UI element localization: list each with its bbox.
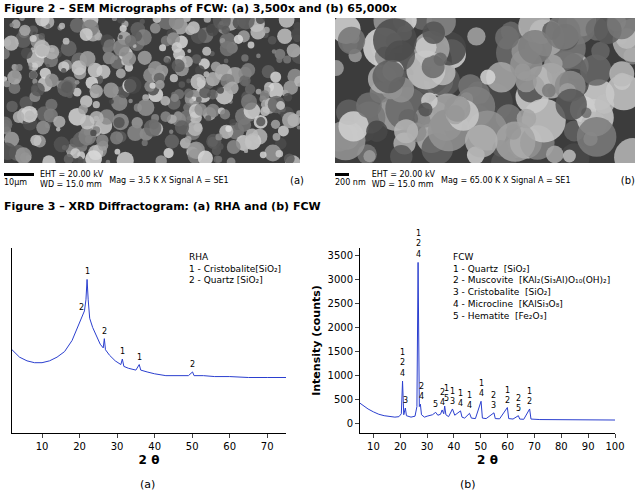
svg-text:70: 70	[261, 441, 274, 452]
svg-text:2 θ: 2 θ	[477, 453, 498, 467]
html-text:(a): (a)	[290, 174, 304, 186]
svg-text:40: 40	[448, 441, 461, 452]
html-text:Mag = 3.5 K X Signal A = SE1: Mag = 3.5 K X Signal A = SE1	[109, 175, 229, 185]
svg-text:3500: 3500	[328, 250, 353, 261]
svg-text:2: 2	[79, 303, 84, 312]
svg-text:1: 1	[120, 347, 125, 356]
svg-text:24: 24	[440, 388, 445, 407]
svg-text:30: 30	[421, 441, 434, 452]
svg-text:90: 90	[582, 441, 595, 452]
svg-text:13: 13	[450, 387, 455, 406]
svg-text:20: 20	[73, 441, 86, 452]
svg-text:12: 12	[527, 387, 532, 406]
svg-text:50: 50	[474, 441, 487, 452]
svg-text:3: 3	[403, 396, 408, 405]
html-text:Figure 2 – SEM Micrographs of: Figure 2 – SEM Micrographs of FCW: (a) 3…	[4, 2, 397, 15]
svg-text:40: 40	[148, 441, 161, 452]
svg-text:1500: 1500	[328, 346, 353, 357]
svg-text:FCW1 - Quartz [SiO₂]2 - Musco: FCW1 - Quartz [SiO₂]2 - Muscovite [KAl₂(…	[453, 252, 610, 321]
svg-text:1: 1	[85, 267, 90, 276]
svg-text:80: 80	[555, 441, 568, 452]
svg-text:124: 124	[400, 348, 405, 378]
svg-text:12: 12	[505, 386, 510, 405]
svg-text:100: 100	[605, 441, 624, 452]
svg-text:5: 5	[433, 400, 438, 409]
html-text:10µm: 10µm	[4, 178, 28, 187]
html-text:Mag = 65.00 K X Signal A = SE1: Mag = 65.00 K X Signal A = SE1	[441, 175, 571, 185]
svg-text:24: 24	[419, 382, 424, 401]
html-text:EHT = 20.00 kV: EHT = 20.00 kV	[40, 170, 104, 179]
svg-text:10: 10	[367, 441, 380, 452]
svg-text:500: 500	[334, 394, 353, 405]
html-text:EHT = 20.00 kV: EHT = 20.00 kV	[371, 170, 435, 179]
svg-text:1000: 1000	[328, 370, 353, 381]
svg-text:2 θ: 2 θ	[139, 453, 160, 467]
svg-text:14: 14	[467, 391, 472, 410]
svg-text:3000: 3000	[328, 274, 353, 285]
svg-text:23: 23	[491, 391, 496, 410]
svg-text:70: 70	[528, 441, 541, 452]
svg-text:60: 60	[501, 441, 514, 452]
svg-text:1: 1	[137, 353, 142, 362]
svg-text:25: 25	[516, 394, 521, 413]
svg-text:10: 10	[36, 441, 49, 452]
svg-text:0: 0	[347, 418, 353, 429]
html-text:(b): (b)	[460, 478, 476, 491]
svg-text:50: 50	[186, 441, 199, 452]
svg-text:20: 20	[394, 441, 407, 452]
svg-text:RHA1 - Cristobalite[SiO₂]2 - Q: RHA1 - Cristobalite[SiO₂]2 - Quartz [SiO…	[189, 252, 281, 285]
svg-text:Intensity (counts): Intensity (counts)	[310, 285, 323, 396]
html-text:(a): (a)	[140, 478, 156, 491]
svg-text:2000: 2000	[328, 322, 353, 333]
svg-text:14: 14	[479, 379, 484, 398]
svg-text:60: 60	[223, 441, 236, 452]
html-text:WD = 15.0 mm: WD = 15.0 mm	[40, 180, 102, 189]
svg-text:15: 15	[444, 384, 449, 403]
svg-text:2: 2	[102, 327, 107, 336]
svg-text:14: 14	[458, 389, 463, 408]
svg-text:2500: 2500	[328, 298, 353, 309]
svg-text:124: 124	[416, 229, 421, 259]
svg-text:30: 30	[111, 441, 124, 452]
html-text:(b): (b)	[620, 174, 635, 186]
html-text:Figure 3 – XRD Diffractogram:: Figure 3 – XRD Diffractogram: (a) RHA an…	[4, 200, 321, 213]
html-text:200 nm: 200 nm	[335, 178, 366, 187]
svg-text:2: 2	[190, 360, 195, 369]
html-text:WD = 15.0 mm: WD = 15.0 mm	[371, 180, 434, 189]
